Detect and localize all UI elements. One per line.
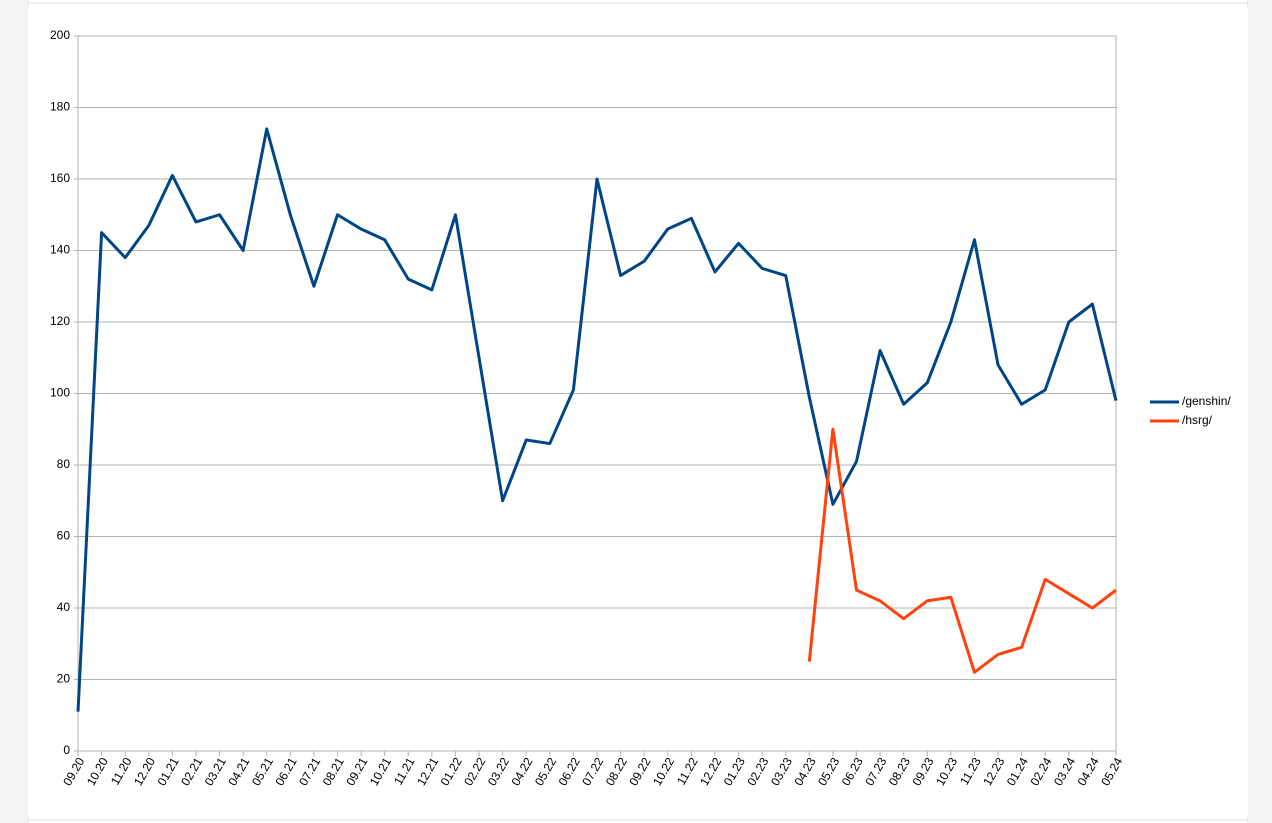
chart-background [28,8,1248,816]
y-tick-label: 160 [50,171,70,185]
legend-label: /genshin/ [1182,394,1231,408]
y-tick-label: 120 [50,314,70,328]
y-tick-label: 40 [57,600,71,614]
y-tick-label: 60 [57,529,71,543]
y-tick-label: 0 [63,743,70,757]
legend-label: /hsrg/ [1182,413,1213,427]
y-tick-label: 180 [50,100,70,114]
series-line [76,127,1118,712]
y-tick-label: 200 [50,28,70,42]
y-tick-label: 20 [57,672,71,686]
y-tick-label: 140 [50,243,70,257]
y-tick-label: 100 [50,386,70,400]
y-tick-label: 80 [57,457,71,471]
series-line [807,427,1117,674]
